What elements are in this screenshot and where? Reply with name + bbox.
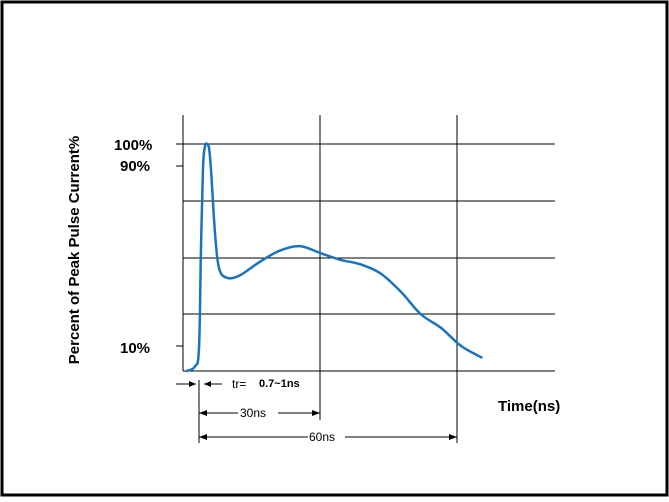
curve-point <box>207 147 211 150</box>
span-60ns-arrowhead-right <box>449 434 457 440</box>
curve-point <box>199 244 203 248</box>
curve-point <box>209 170 213 173</box>
curve-point <box>480 356 483 359</box>
span-30ns-label: 30ns <box>240 406 266 420</box>
curve-point <box>439 326 443 330</box>
curve-point <box>258 260 261 264</box>
rise-time-prefix: tr= <box>232 377 246 391</box>
curve-point <box>359 263 362 266</box>
curve-point <box>399 290 402 293</box>
y-tick-label-10: 10% <box>120 340 150 357</box>
span-30ns-arrowhead-right <box>312 410 320 416</box>
grid <box>176 115 555 372</box>
rise-time-value: 0.7~1ns <box>259 378 300 390</box>
curve-point <box>298 244 302 248</box>
curve-point <box>379 272 382 275</box>
y-tick-label-90: 90% <box>120 158 150 175</box>
curve-point <box>201 165 205 168</box>
span-30ns: 30ns <box>199 406 320 420</box>
x-axis-title: Time(ns) <box>498 398 560 415</box>
curve-point <box>203 145 207 148</box>
y-axis-title: Percent of Peak Pulse Current% <box>66 136 83 364</box>
curve-point <box>238 274 241 277</box>
curve-point <box>338 258 342 261</box>
curve-point <box>278 249 281 252</box>
curve-point <box>205 142 209 146</box>
curve-point <box>217 267 221 271</box>
curve-point <box>419 313 423 316</box>
y-tick-label-100: 100% <box>114 137 152 154</box>
rise-time-annotation: tr= 0.7~1ns <box>176 377 300 391</box>
curve-point <box>213 233 217 236</box>
curve-point <box>197 347 201 350</box>
curve-point <box>193 365 197 368</box>
curve-points <box>185 142 483 373</box>
curve-point <box>459 344 463 348</box>
curve-point <box>226 276 229 280</box>
span-30ns-arrowhead-left <box>199 410 207 416</box>
span-60ns: 60ns <box>199 430 457 444</box>
curve-point <box>185 369 189 373</box>
rise-time-arrowhead-right <box>204 381 211 387</box>
span-60ns-arrowhead-left <box>199 434 207 440</box>
span-60ns-label: 60ns <box>309 430 335 444</box>
curve-point <box>318 251 322 255</box>
rise-time-arrowhead-left <box>189 381 196 387</box>
